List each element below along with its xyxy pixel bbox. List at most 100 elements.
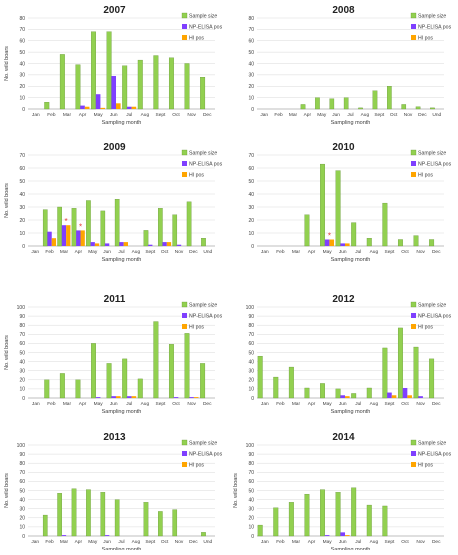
x-tick-label: Mar <box>60 539 69 545</box>
legend-swatch-hi <box>182 35 187 40</box>
legend-label-np-elisa: NP-ELISA pos <box>418 162 452 168</box>
x-axis-label: Sampling month <box>331 409 371 415</box>
chart-panel-2013: 2013 No. wild boars 0 10 20 30 40 50 60 70 80 90 100… <box>4 432 223 553</box>
bar-hi-Oct <box>407 395 412 398</box>
x-tick-label: Jan <box>261 539 269 545</box>
chart-panel-2010: 2010 0 10 20 30 40 50 60 70 Jan Feb Mar Apr May Jun Jul… <box>248 142 451 263</box>
x-tick-label: May <box>323 249 333 255</box>
bar-sample-Sept <box>143 502 149 537</box>
chart-title: 2013 <box>103 432 126 443</box>
y-tick-label: 40 <box>19 497 25 503</box>
y-tick-label: 60 <box>19 166 25 172</box>
bar-sample-Sept <box>372 90 378 110</box>
x-tick-label: Jun <box>103 539 111 545</box>
legend-label-hi: HI pos <box>189 173 204 179</box>
y-tick-label: 30 <box>248 507 254 513</box>
y-tick-label: 30 <box>19 205 25 211</box>
y-tick-label: 40 <box>248 61 254 67</box>
x-tick-label: Sept <box>156 401 167 407</box>
y-tick-label: 100 <box>17 443 26 449</box>
bar-sample-Feb <box>273 376 279 399</box>
bar-sample-Jun <box>335 492 341 537</box>
chart-panel-2008: 2008 0 10 20 30 40 50 60 70 80 Jan Feb Mar Apr May Jun J… <box>248 5 451 126</box>
bar-np-elisa-Mar <box>61 535 67 536</box>
x-tick-label: Jan <box>32 401 40 407</box>
bar-sample-Dec <box>200 363 206 399</box>
bar-sample-Oct <box>387 86 392 110</box>
chart-panel-2011: 2011 No. wild boars 0 10 20 30 40 50 60 70 80 90 100… <box>4 294 223 415</box>
bar-np-elisa-Sept <box>148 244 153 246</box>
bar-sample-Feb <box>273 507 279 537</box>
x-tick-label: Jan <box>260 112 268 118</box>
x-tick-label: Nov <box>404 112 413 118</box>
bar-sample-Aug <box>366 238 372 247</box>
x-tick-label: Nov <box>416 401 425 407</box>
x-tick-label: Und <box>203 539 212 545</box>
x-tick-label: Sept <box>385 401 396 407</box>
y-tick-label: 20 <box>248 84 254 90</box>
x-tick-label: Apr <box>79 401 87 407</box>
x-tick-label: Sept <box>145 249 156 255</box>
y-tick-label: 100 <box>246 305 255 311</box>
y-tick-label: 20 <box>248 378 254 384</box>
bar-sample-Sept <box>143 230 149 247</box>
bar-np-elisa-Jun <box>111 76 117 109</box>
bar-hi-Jul <box>131 106 137 109</box>
legend-label-sample: Sample size <box>418 441 446 447</box>
bar-hi-May <box>329 239 335 246</box>
bar-hi-May <box>94 243 100 246</box>
x-tick-label: May <box>323 539 333 545</box>
x-tick-label: Aug <box>132 539 141 545</box>
bar-sample-May <box>320 383 325 399</box>
x-axis-label: Sampling month <box>331 257 371 263</box>
x-tick-label: Mar <box>63 401 72 407</box>
y-tick-label: 60 <box>248 479 254 485</box>
bar-sample-May <box>320 489 325 537</box>
bar-sample-Jul <box>343 97 349 110</box>
chart-title: 2012 <box>332 294 355 305</box>
y-tick-label: 10 <box>19 525 25 531</box>
x-tick-label: Aug <box>132 249 141 255</box>
legend-label-np-elisa: NP-ELISA pos <box>189 314 223 320</box>
x-tick-label: Jan <box>261 249 269 255</box>
y-tick-label: 90 <box>19 314 25 320</box>
bar-sample-Und <box>201 238 206 247</box>
y-tick-label: 100 <box>17 305 26 311</box>
bar-sample-Oct <box>168 344 174 399</box>
x-tick-label: Feb <box>45 249 54 255</box>
legend-swatch-sample <box>410 12 417 19</box>
bar-np-elisa-Jun <box>104 243 110 246</box>
bar-sample-Jun <box>335 170 341 247</box>
bar-np-elisa-Oct <box>173 397 179 398</box>
bar-sample-Jan <box>257 524 263 537</box>
legend-label-hi: HI pos <box>418 325 433 331</box>
bar-hi-Mar <box>66 225 71 246</box>
legend-swatch-hi <box>182 462 187 467</box>
bar-np-elisa-Jun <box>340 532 346 536</box>
y-tick-label: 50 <box>19 50 25 56</box>
y-tick-label: 0 <box>22 244 25 250</box>
bar-sample-Aug <box>366 504 372 537</box>
y-tick-label: 60 <box>19 341 25 347</box>
y-tick-label: 20 <box>248 516 254 522</box>
y-tick-label: 20 <box>19 218 25 224</box>
bar-sample-Jun <box>100 492 106 537</box>
x-tick-label: Jan <box>261 401 269 407</box>
bar-sample-Apr <box>75 379 81 399</box>
y-tick-label: 10 <box>19 95 25 101</box>
y-tick-label: 90 <box>19 452 25 458</box>
x-tick-label: Jun <box>110 112 118 118</box>
y-tick-label: 30 <box>248 369 254 375</box>
y-tick-label: 0 <box>251 534 254 540</box>
bar-np-elisa-Apr <box>80 105 85 109</box>
bar-np-elisa-Jul <box>126 396 132 398</box>
y-tick-label: 10 <box>248 231 254 237</box>
y-tick-label: 80 <box>248 16 254 22</box>
x-tick-label: Mar <box>292 249 301 255</box>
legend-swatch-np-elisa <box>182 451 187 456</box>
x-tick-label: Apr <box>79 112 87 118</box>
chart-panel-2007: 2007 No. wild boars 0 10 20 30 40 50 60 70 80 Jan Fe… <box>4 5 223 126</box>
bar-hi-Jun <box>116 103 121 109</box>
bar-sample-Oct <box>158 511 163 537</box>
